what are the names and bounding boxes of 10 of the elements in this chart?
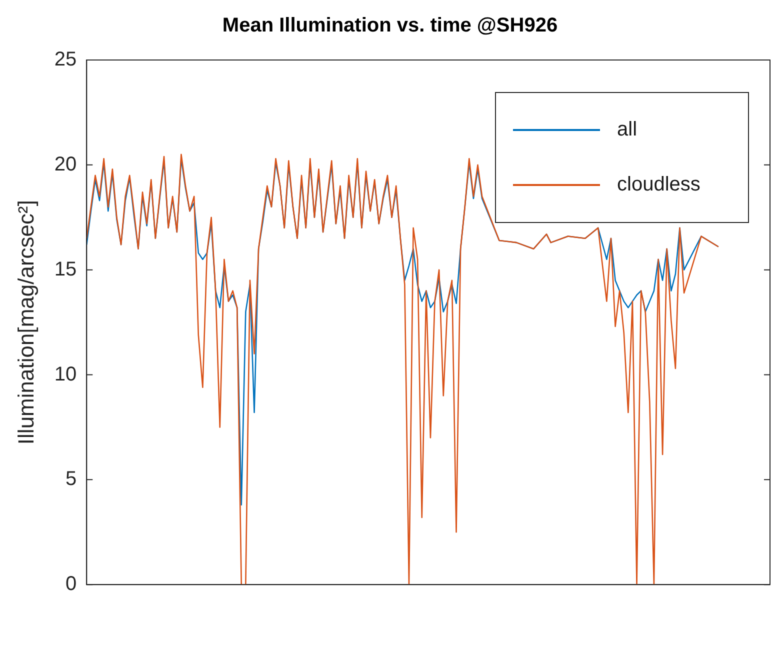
y-axis-title: Illumination[mag/arcsec²] xyxy=(13,200,38,445)
y-tick-label: 5 xyxy=(66,468,77,490)
y-tick-label: 10 xyxy=(54,363,77,386)
legend-label: all xyxy=(617,118,638,141)
legend-label: cloudless xyxy=(617,174,700,196)
y-tick-label: 20 xyxy=(54,153,77,176)
y-tick-label: 0 xyxy=(66,573,77,596)
chart-title: Mean Illumination vs. time @SH926 xyxy=(222,14,558,37)
y-tick-label: 25 xyxy=(54,48,77,71)
y-tick-label: 15 xyxy=(54,258,77,280)
